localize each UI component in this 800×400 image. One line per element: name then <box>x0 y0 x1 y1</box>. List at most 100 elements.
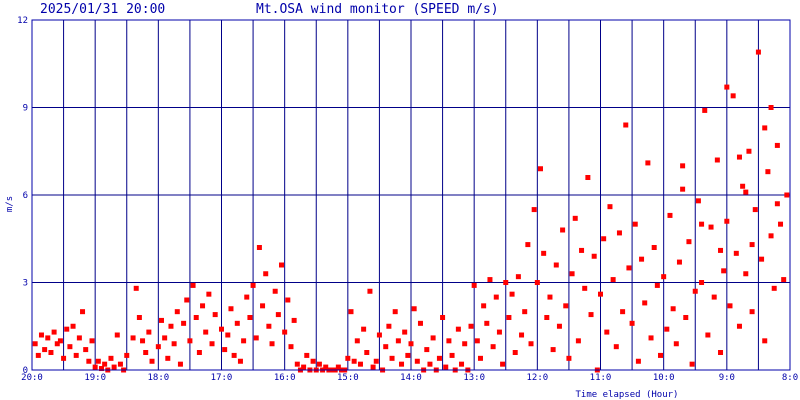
data-point <box>143 350 149 355</box>
data-point <box>256 245 262 250</box>
data-point <box>774 142 780 148</box>
data-point <box>686 239 692 245</box>
y-tick-label: 3 <box>23 279 28 289</box>
data-point <box>702 107 708 113</box>
data-point <box>253 335 259 341</box>
data-point <box>250 282 256 288</box>
data-point <box>683 315 689 320</box>
data-point <box>582 285 588 291</box>
data-point <box>493 294 499 300</box>
data-point <box>83 347 89 353</box>
data-point <box>225 332 231 338</box>
data-point <box>648 335 654 341</box>
plot-frame <box>31 19 791 371</box>
data-point <box>487 277 493 283</box>
data-point <box>443 364 449 370</box>
data-point <box>291 317 297 323</box>
chart-title: Mt.OSA wind monitor (SPEED m/s) <box>256 2 499 17</box>
data-point <box>424 347 430 353</box>
data-point <box>140 338 146 344</box>
data-point <box>519 332 525 338</box>
data-point <box>196 350 202 355</box>
data-points <box>32 49 790 373</box>
data-point <box>556 323 562 329</box>
data-point <box>174 309 180 315</box>
x-axis-label: Time elapsed (Hour) <box>576 390 679 400</box>
data-point <box>550 347 556 353</box>
data-point <box>591 253 597 259</box>
data-point <box>730 93 736 99</box>
data-point <box>301 364 307 370</box>
data-point <box>304 352 310 358</box>
data-point <box>563 303 569 309</box>
data-point <box>459 361 465 367</box>
data-point <box>718 350 724 355</box>
data-point <box>190 282 196 288</box>
data-point <box>481 303 487 309</box>
data-point <box>667 212 673 218</box>
data-point <box>661 274 667 280</box>
data-point <box>61 355 67 361</box>
data-point <box>765 169 771 175</box>
data-point <box>370 364 376 370</box>
data-point <box>462 341 468 347</box>
data-point <box>158 317 164 323</box>
data-point <box>203 329 209 335</box>
data-point <box>610 277 616 283</box>
data-point <box>269 341 275 347</box>
data-point <box>553 262 559 268</box>
data-point <box>48 350 54 355</box>
data-point <box>200 303 206 309</box>
data-point <box>670 306 676 312</box>
data-point <box>626 265 632 271</box>
data-point <box>114 332 120 338</box>
data-point <box>496 329 502 335</box>
data-point <box>778 221 784 227</box>
x-tick-label: 10:0 <box>653 373 675 383</box>
data-point <box>149 358 155 364</box>
data-point <box>51 329 57 335</box>
data-point <box>146 329 152 335</box>
data-point <box>266 323 272 329</box>
data-point <box>348 309 354 315</box>
data-point <box>181 320 187 326</box>
data-point <box>784 192 790 198</box>
data-point <box>427 361 433 367</box>
data-point <box>310 358 316 364</box>
data-point <box>405 352 411 358</box>
data-point <box>455 326 461 332</box>
data-point <box>57 338 63 344</box>
data-point <box>774 201 780 207</box>
data-point <box>111 364 117 370</box>
data-point <box>168 323 174 329</box>
data-point <box>579 247 585 253</box>
data-point <box>471 282 477 288</box>
data-point <box>386 323 392 329</box>
data-point <box>705 332 711 338</box>
y-tick-label: 6 <box>23 191 28 201</box>
data-point <box>187 338 193 344</box>
data-point <box>124 352 130 358</box>
data-point <box>534 280 540 285</box>
data-point <box>639 256 645 262</box>
data-point <box>241 338 247 344</box>
data-point <box>569 271 575 277</box>
data-point <box>736 154 742 160</box>
data-point <box>572 215 578 221</box>
chart-timestamp: 2025/01/31 20:00 <box>40 2 165 17</box>
data-point <box>32 341 38 347</box>
data-point <box>616 230 622 236</box>
x-tick-label: 8:0 <box>782 373 798 383</box>
grid-lines <box>32 20 790 370</box>
data-point <box>740 183 746 189</box>
data-point <box>522 309 528 315</box>
data-point <box>373 358 379 364</box>
data-point <box>89 338 95 344</box>
data-point <box>294 361 300 367</box>
data-point <box>477 355 483 361</box>
data-point <box>285 297 291 303</box>
data-point <box>414 358 420 364</box>
data-point <box>357 361 363 367</box>
data-point <box>632 221 638 227</box>
data-point <box>440 315 446 320</box>
